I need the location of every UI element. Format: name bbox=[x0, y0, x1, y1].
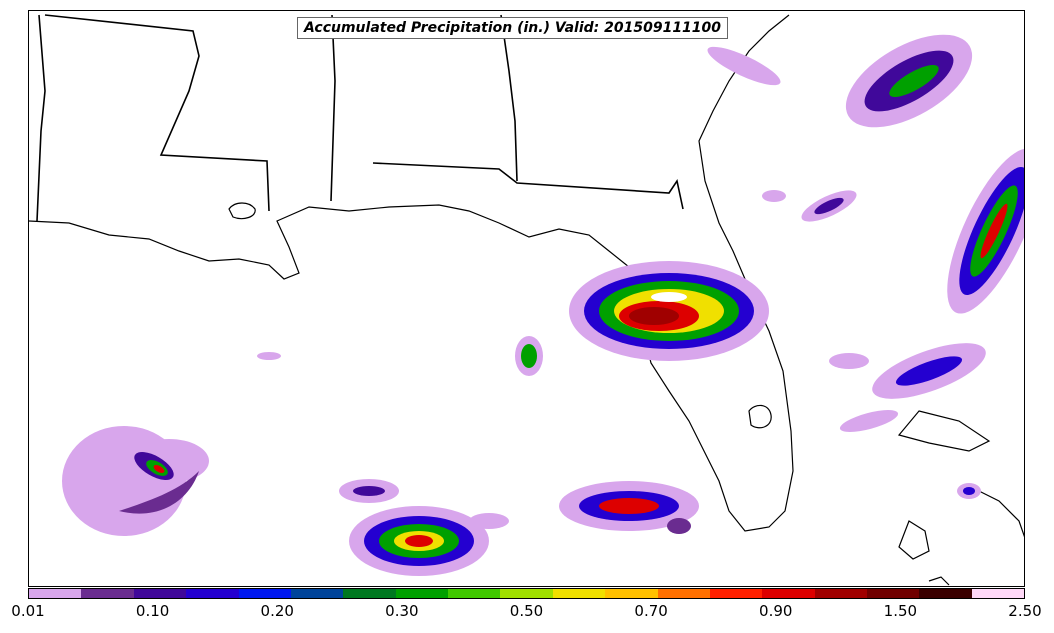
colorbar-segment-12 bbox=[657, 589, 710, 598]
colorbar-tick-label: 1.50 bbox=[883, 602, 918, 620]
colorbar-tick-label: 0.70 bbox=[634, 602, 668, 620]
colorbar-segment-7 bbox=[395, 589, 448, 598]
colorbar-segment-6 bbox=[343, 589, 396, 598]
colorbar-segment-5 bbox=[290, 589, 344, 598]
colorbar-tick-label: 0.10 bbox=[135, 602, 170, 620]
colorbar-tick-label: 0.90 bbox=[759, 602, 793, 620]
colorbar bbox=[28, 588, 1025, 599]
map-title: Accumulated Precipitation (in.) Valid: 2… bbox=[297, 17, 729, 39]
colorbar-segment-3 bbox=[186, 589, 239, 598]
colorbar-segment-4 bbox=[238, 589, 291, 598]
colorbar-tick-label: 0.01 bbox=[11, 602, 45, 620]
colorbar-tick-label: 0.30 bbox=[385, 602, 419, 620]
colorbar-tick-label: 0.20 bbox=[260, 602, 294, 620]
colorbar-tick-label: 2.50 bbox=[1008, 602, 1042, 620]
colorbar-segment-1 bbox=[81, 589, 134, 598]
colorbar-segment-13 bbox=[709, 589, 763, 598]
precipitation-map bbox=[29, 14, 1024, 586]
colorbar-segment-0 bbox=[29, 589, 82, 598]
map-panel: Accumulated Precipitation (in.) Valid: 2… bbox=[28, 10, 1025, 587]
precip-field bbox=[62, 34, 1024, 576]
colorbar-segment-11 bbox=[605, 589, 658, 598]
colorbar-segment-15 bbox=[814, 589, 867, 598]
colorbar-segment-10 bbox=[552, 589, 606, 598]
colorbar-segment-16 bbox=[867, 589, 920, 598]
colorbar-segment-17 bbox=[919, 589, 972, 598]
colorbar-segment-14 bbox=[762, 589, 815, 598]
colorbar-segment-8 bbox=[448, 589, 501, 598]
state-borders bbox=[36, 14, 684, 222]
colorbar-segment-18 bbox=[971, 589, 1025, 598]
colorbar-tick-label: 0.50 bbox=[509, 602, 544, 620]
colorbar-segment-9 bbox=[500, 589, 553, 598]
colorbar-segment-2 bbox=[133, 589, 187, 598]
